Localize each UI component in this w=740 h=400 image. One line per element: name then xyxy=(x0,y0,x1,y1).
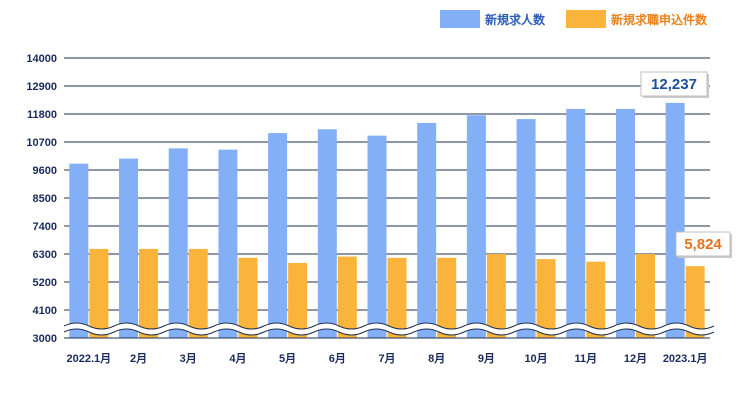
x-tick-label: 3月 xyxy=(180,352,197,365)
y-tick-label: 11800 xyxy=(27,109,57,121)
bar xyxy=(288,262,308,338)
y-axis-ticks: 3000 4100 5200 6300 7400 8500 9600 10700 11800 12… xyxy=(26,53,57,345)
legend-swatch xyxy=(566,10,606,28)
bar xyxy=(337,256,357,338)
bar xyxy=(466,115,486,338)
bar xyxy=(417,122,437,338)
callout-box xyxy=(640,71,708,97)
bar xyxy=(188,248,208,338)
x-tick-label: 6月 xyxy=(329,352,346,365)
y-tick-label: 4100 xyxy=(33,305,57,317)
bar xyxy=(317,129,337,338)
x-tick-label: 8月 xyxy=(428,352,445,365)
y-tick-label: 10700 xyxy=(26,137,57,149)
bar xyxy=(635,254,655,338)
bar xyxy=(586,261,606,338)
axis-break-wave xyxy=(62,323,716,335)
y-tick-label: 3000 xyxy=(33,333,57,345)
callout-applications: 5,824 xyxy=(675,231,732,258)
x-tick-label: 2月 xyxy=(130,352,147,365)
bar xyxy=(268,133,288,338)
axis-break-line-top xyxy=(63,322,715,330)
data-label: 5,824 xyxy=(684,236,722,253)
bar xyxy=(238,257,258,338)
y-tick-label: 9600 xyxy=(33,165,57,177)
x-tick-label: 10月 xyxy=(524,352,547,365)
bar xyxy=(168,148,188,338)
callout-job-openings: 12,237 xyxy=(640,71,709,98)
x-tick-label: 4月 xyxy=(229,352,246,365)
bar xyxy=(615,108,635,338)
legend-label: 新規求人数 xyxy=(485,12,546,27)
bar xyxy=(566,108,586,338)
legend-swatch xyxy=(440,10,480,28)
y-tick-label: 12900 xyxy=(26,81,57,93)
bar xyxy=(89,248,109,338)
y-tick-label: 6300 xyxy=(33,249,57,261)
x-tick-label: 7月 xyxy=(378,352,395,365)
bar xyxy=(387,257,407,338)
bar xyxy=(516,119,536,338)
bar xyxy=(69,163,89,338)
axis-break-line-bottom xyxy=(63,328,715,336)
legend-label: 新規求職申込件数 xyxy=(611,12,708,27)
bar xyxy=(139,248,159,338)
bar xyxy=(536,259,556,338)
x-tick-label: 9月 xyxy=(478,352,495,365)
y-tick-label: 14000 xyxy=(26,53,57,65)
bars xyxy=(69,102,705,338)
legend: 新規求人数 新規求職申込件数 xyxy=(440,10,708,28)
y-tick-label: 8500 xyxy=(33,193,57,205)
x-tick-label: 12月 xyxy=(624,352,647,365)
bar xyxy=(685,266,705,338)
bar xyxy=(665,102,685,338)
data-label: 12,237 xyxy=(651,76,697,93)
x-tick-label: 2022.1月 xyxy=(67,352,112,365)
gridlines xyxy=(64,57,710,339)
bar xyxy=(119,158,139,338)
x-tick-label: 11月 xyxy=(574,352,597,365)
bar xyxy=(437,257,457,338)
bar xyxy=(367,135,387,338)
x-tick-label: 5月 xyxy=(279,352,296,365)
bar xyxy=(486,254,506,338)
x-tick-label: 2023.1月 xyxy=(663,352,708,365)
callout-box xyxy=(675,231,731,257)
y-tick-label: 5200 xyxy=(33,277,57,289)
x-axis-ticks: 2022.1月 2月 3月 4月 5月 6月 7月 8月 9月 10月 11月 12月 2023.1月 xyxy=(67,352,708,365)
y-tick-label: 7400 xyxy=(33,221,57,233)
bar xyxy=(218,149,238,338)
